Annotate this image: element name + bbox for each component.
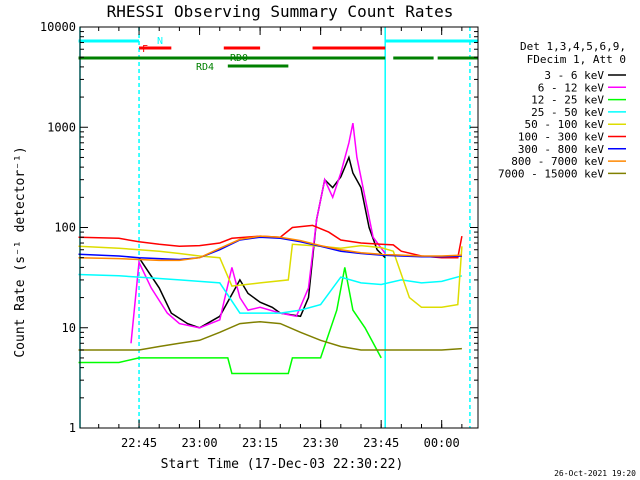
flag-label-n: N [157,36,163,47]
legend-header-line-2: FDecim 1, Att 0 [527,53,626,66]
series-line-6 [78,236,462,261]
series-line-3 [78,273,463,314]
y-tick-label-4: 10000 [40,20,76,34]
legend-label-2: 12 - 25 keV [531,94,604,107]
legend-label-0: 3 - 6 keV [544,69,604,82]
legend-label-8: 7000 - 15000 keV [498,167,604,180]
legend-label-5: 100 - 300 keV [518,131,604,144]
series-line-7 [78,235,462,262]
plot-layer: 1 10 100 1000 10000 22:45 23:00 23:15 23:30 23:45… [40,20,626,450]
series-line-4 [78,243,463,309]
series-line-8 [78,320,462,351]
x-tick-label-1: 23:00 [182,436,218,450]
legend-header-line-1: Det 1,3,4,5,6,9, [520,40,626,53]
timestamp: 26-Oct-2021 19:20 [554,469,636,478]
legend-label-4: 50 - 100 keV [525,118,605,131]
y-tick-label-2: 100 [54,221,76,235]
chart-title: RHESSI Observing Summary Count Rates [107,2,454,21]
x-axis-label: Start Time (17-Dec-03 22:30:22) [161,457,404,472]
series-line-5 [78,224,463,259]
y-tick-label-1: 10 [62,321,76,335]
y-tick-label-3: 1000 [47,120,76,134]
legend-label-1: 6 - 12 keV [538,81,605,94]
flag-label-rd4: RD4 [196,62,214,73]
legend-label-6: 300 - 800 keV [518,143,604,156]
legend-label-3: 25 - 50 keV [531,106,604,119]
legend-label-7: 800 - 7000 keV [511,155,604,168]
x-tick-label-4: 23:45 [363,436,399,450]
x-tick-label-3: 23:30 [303,436,339,450]
series-line-2 [78,267,382,375]
x-tick-label-2: 23:15 [242,436,278,450]
y-tick-label-0: 1 [69,421,76,435]
series-line-1 [130,122,386,344]
x-tick-label-5: 00:00 [424,436,460,450]
x-tick-label-0: 22:45 [121,436,157,450]
y-axis-label: Count Rate (s⁻¹ detector⁻¹) [13,146,28,357]
